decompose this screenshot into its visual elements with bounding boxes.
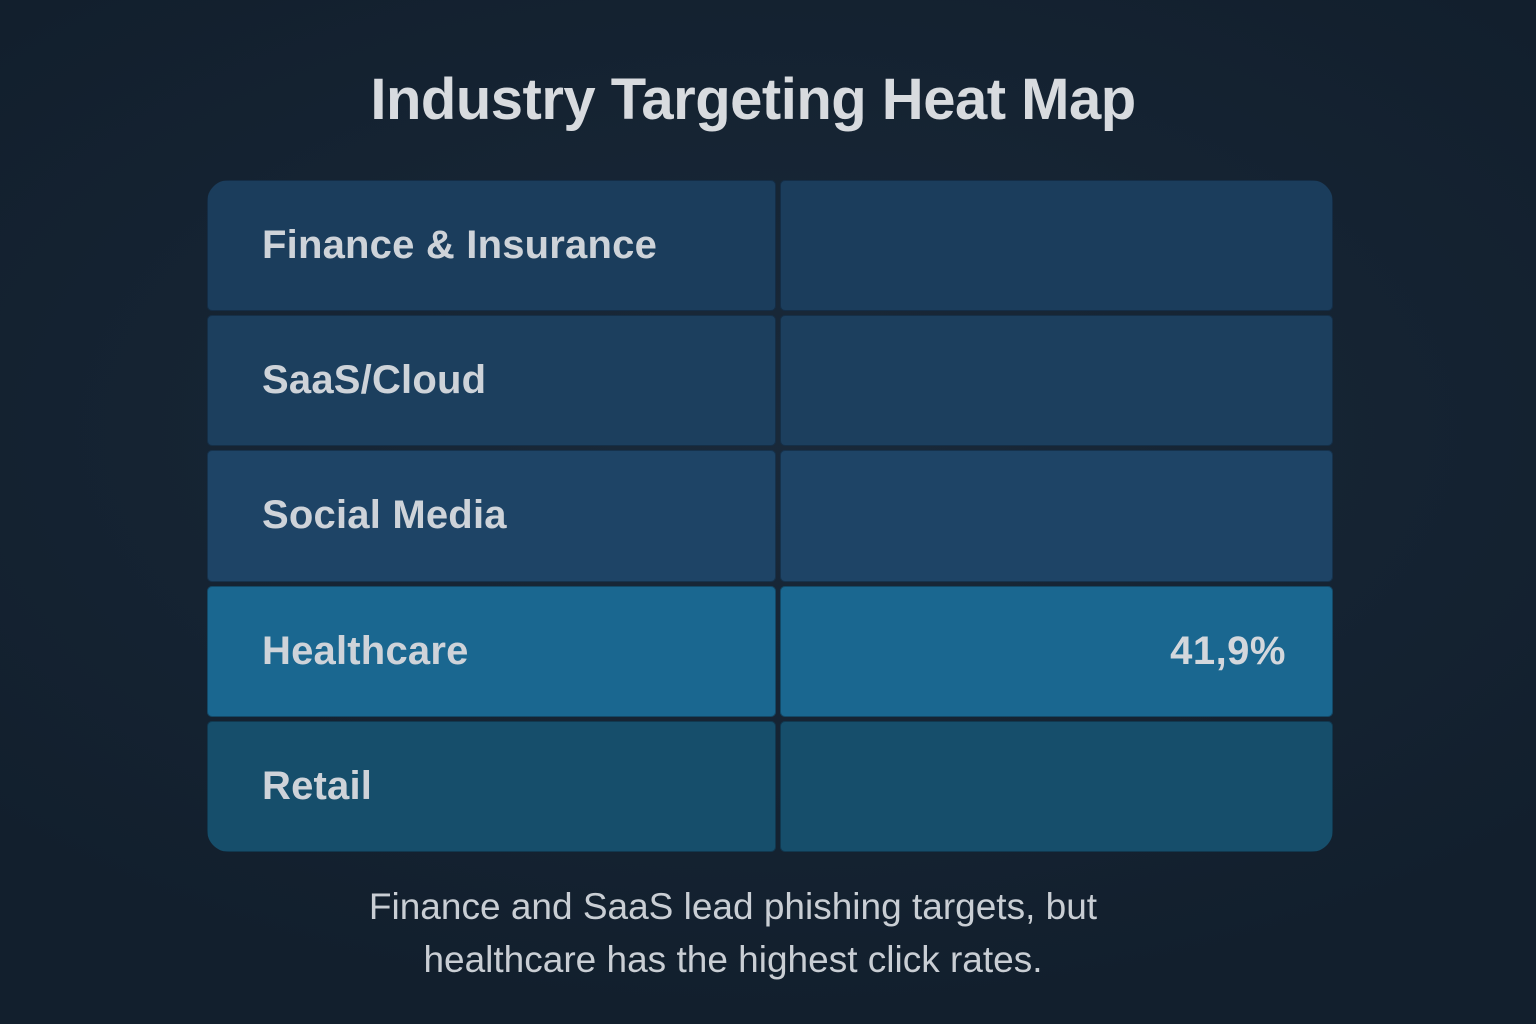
industry-heatmap-table: Finance & Insurance SaaS/Cloud Social Me… <box>207 180 1333 852</box>
heatmap-row-social-media-value <box>780 450 1333 582</box>
heatmap-row-healthcare-value: 41,9% <box>780 585 1333 717</box>
heatmap-row-retail-label: Retail <box>207 720 776 852</box>
caption-line-1: Finance and SaaS lead phishing targets, … <box>368 886 1098 927</box>
heatmap-row-finance-insurance-label: Finance & Insurance <box>207 180 776 312</box>
caption-line-2: healthcare has the highest click rates. <box>423 939 1043 980</box>
heatmap-row-healthcare-label: Healthcare <box>207 585 776 717</box>
heatmap-row-retail-value <box>780 720 1333 852</box>
heatmap-row-saas-cloud-label: SaaS/Cloud <box>207 315 776 447</box>
heatmap-row-finance-insurance-value <box>780 180 1333 312</box>
heatmap-row-social-media-label: Social Media <box>207 450 776 582</box>
chart-caption: Finance and SaaS lead phishing targets, … <box>0 880 1466 986</box>
page-title: Industry Targeting Heat Map <box>370 67 1136 132</box>
heatmap-row-saas-cloud-value <box>780 315 1333 447</box>
